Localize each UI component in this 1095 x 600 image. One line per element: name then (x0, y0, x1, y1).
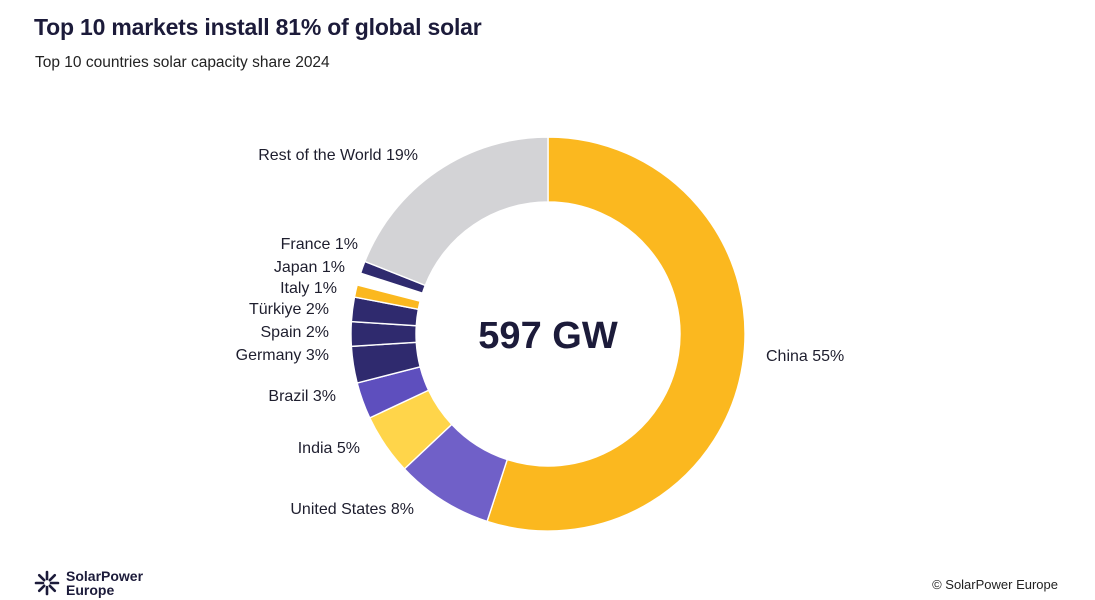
copyright-notice: © SolarPower Europe (932, 577, 1058, 592)
label-spain: Spain 2% (261, 324, 330, 341)
solarpower-europe-logo: SolarPower Europe (34, 569, 143, 597)
label-italy: Italy 1% (280, 280, 337, 297)
label-rest-of-the-world: Rest of the World 19% (258, 147, 418, 164)
chart-subtitle: Top 10 countries solar capacity share 20… (35, 54, 330, 71)
label-india: India 5% (298, 440, 360, 457)
donut-slices (350, 136, 746, 532)
label-germany: Germany 3% (236, 347, 329, 364)
label-china: China 55% (766, 348, 844, 365)
chart-title: Top 10 markets install 81% of global sol… (34, 14, 482, 40)
logo-text-line2: Europe (66, 582, 115, 598)
label-japan: Japan 1% (274, 259, 345, 276)
label-t-rkiye: Türkiye 2% (249, 301, 329, 318)
label-france: France 1% (281, 236, 358, 253)
label-united-states: United States 8% (290, 501, 414, 518)
slice-china (486, 136, 746, 532)
label-brazil: Brazil 3% (268, 388, 336, 405)
sun-burst-icon (34, 570, 60, 596)
center-total-label: 597 GW (478, 315, 618, 357)
slice-italy (353, 284, 421, 311)
slice-japan (357, 273, 423, 302)
logo-text-line1: SolarPower (66, 568, 144, 584)
slice-rest-of-the-world (363, 136, 549, 287)
slice-labels: China 55% United States 8% India 5% Brazil … (236, 147, 845, 518)
